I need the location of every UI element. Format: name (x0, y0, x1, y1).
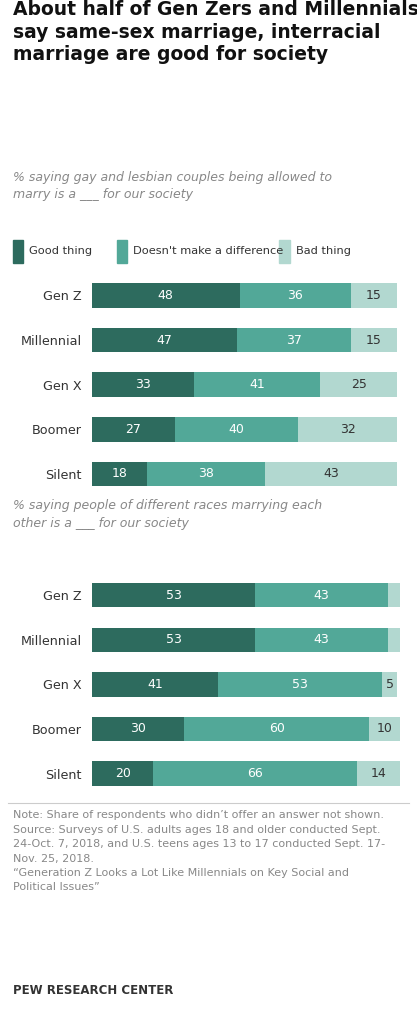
Text: 30: 30 (130, 722, 146, 736)
Bar (369, 717, 400, 742)
Bar (92, 761, 153, 786)
Bar (388, 583, 400, 608)
Bar (92, 717, 184, 742)
Bar (175, 417, 299, 442)
Text: 37: 37 (286, 333, 302, 347)
Bar (388, 627, 400, 652)
Text: 53: 53 (166, 633, 181, 647)
Text: 36: 36 (288, 288, 303, 302)
Text: 41: 41 (249, 379, 265, 391)
Bar (279, 240, 290, 263)
Bar (240, 283, 351, 308)
Text: 47: 47 (156, 333, 172, 347)
Text: 53: 53 (166, 588, 181, 602)
Text: 60: 60 (269, 722, 285, 736)
Bar (357, 761, 400, 786)
Text: 43: 43 (314, 588, 329, 602)
Bar (92, 583, 255, 608)
Bar (351, 283, 397, 308)
Bar (92, 327, 237, 352)
Bar (92, 372, 193, 397)
Bar (147, 461, 264, 486)
Bar (255, 627, 388, 652)
Text: 66: 66 (247, 767, 263, 781)
Text: 43: 43 (323, 468, 339, 481)
Text: Good thing: Good thing (29, 246, 92, 256)
Text: 33: 33 (135, 379, 151, 391)
Bar (92, 627, 255, 652)
Bar (382, 672, 397, 697)
Text: % saying gay and lesbian couples being allowed to
marry is a ___ for our society: % saying gay and lesbian couples being a… (13, 171, 332, 202)
Bar (255, 583, 388, 608)
Bar (13, 240, 23, 263)
Bar (320, 372, 397, 397)
Text: 48: 48 (158, 288, 174, 302)
Text: 38: 38 (198, 468, 214, 481)
Text: 20: 20 (115, 767, 131, 781)
Text: 25: 25 (351, 379, 367, 391)
Bar (264, 461, 397, 486)
Bar (218, 672, 382, 697)
Text: 53: 53 (292, 678, 308, 691)
Text: 5: 5 (386, 678, 394, 691)
Text: Bad thing: Bad thing (296, 246, 351, 256)
Text: PEW RESEARCH CENTER: PEW RESEARCH CENTER (13, 984, 173, 997)
Bar (92, 672, 218, 697)
Text: 32: 32 (340, 422, 356, 436)
Text: 27: 27 (126, 422, 141, 436)
Text: Doesn't make a difference: Doesn't make a difference (133, 246, 284, 256)
Text: About half of Gen Zers and Millennials
say same-sex marriage, interracial
marria: About half of Gen Zers and Millennials s… (13, 0, 417, 64)
Text: % saying people of different races marrying each
other is a ___ for our society: % saying people of different races marry… (13, 499, 322, 530)
Text: 41: 41 (147, 678, 163, 691)
Text: 14: 14 (371, 767, 387, 781)
Text: 18: 18 (112, 468, 128, 481)
Bar (92, 283, 240, 308)
Bar (92, 417, 175, 442)
Bar (299, 417, 397, 442)
Text: 15: 15 (366, 288, 382, 302)
Bar (92, 461, 147, 486)
Text: 43: 43 (314, 633, 329, 647)
Bar (153, 761, 357, 786)
Bar (117, 240, 127, 263)
Text: 15: 15 (366, 333, 382, 347)
Bar (237, 327, 351, 352)
Bar (184, 717, 369, 742)
Bar (193, 372, 320, 397)
Text: 40: 40 (229, 422, 245, 436)
Bar (351, 327, 397, 352)
Text: 10: 10 (377, 722, 393, 736)
Text: Note: Share of respondents who didn’t offer an answer not shown.
Source: Surveys: Note: Share of respondents who didn’t of… (13, 810, 384, 892)
